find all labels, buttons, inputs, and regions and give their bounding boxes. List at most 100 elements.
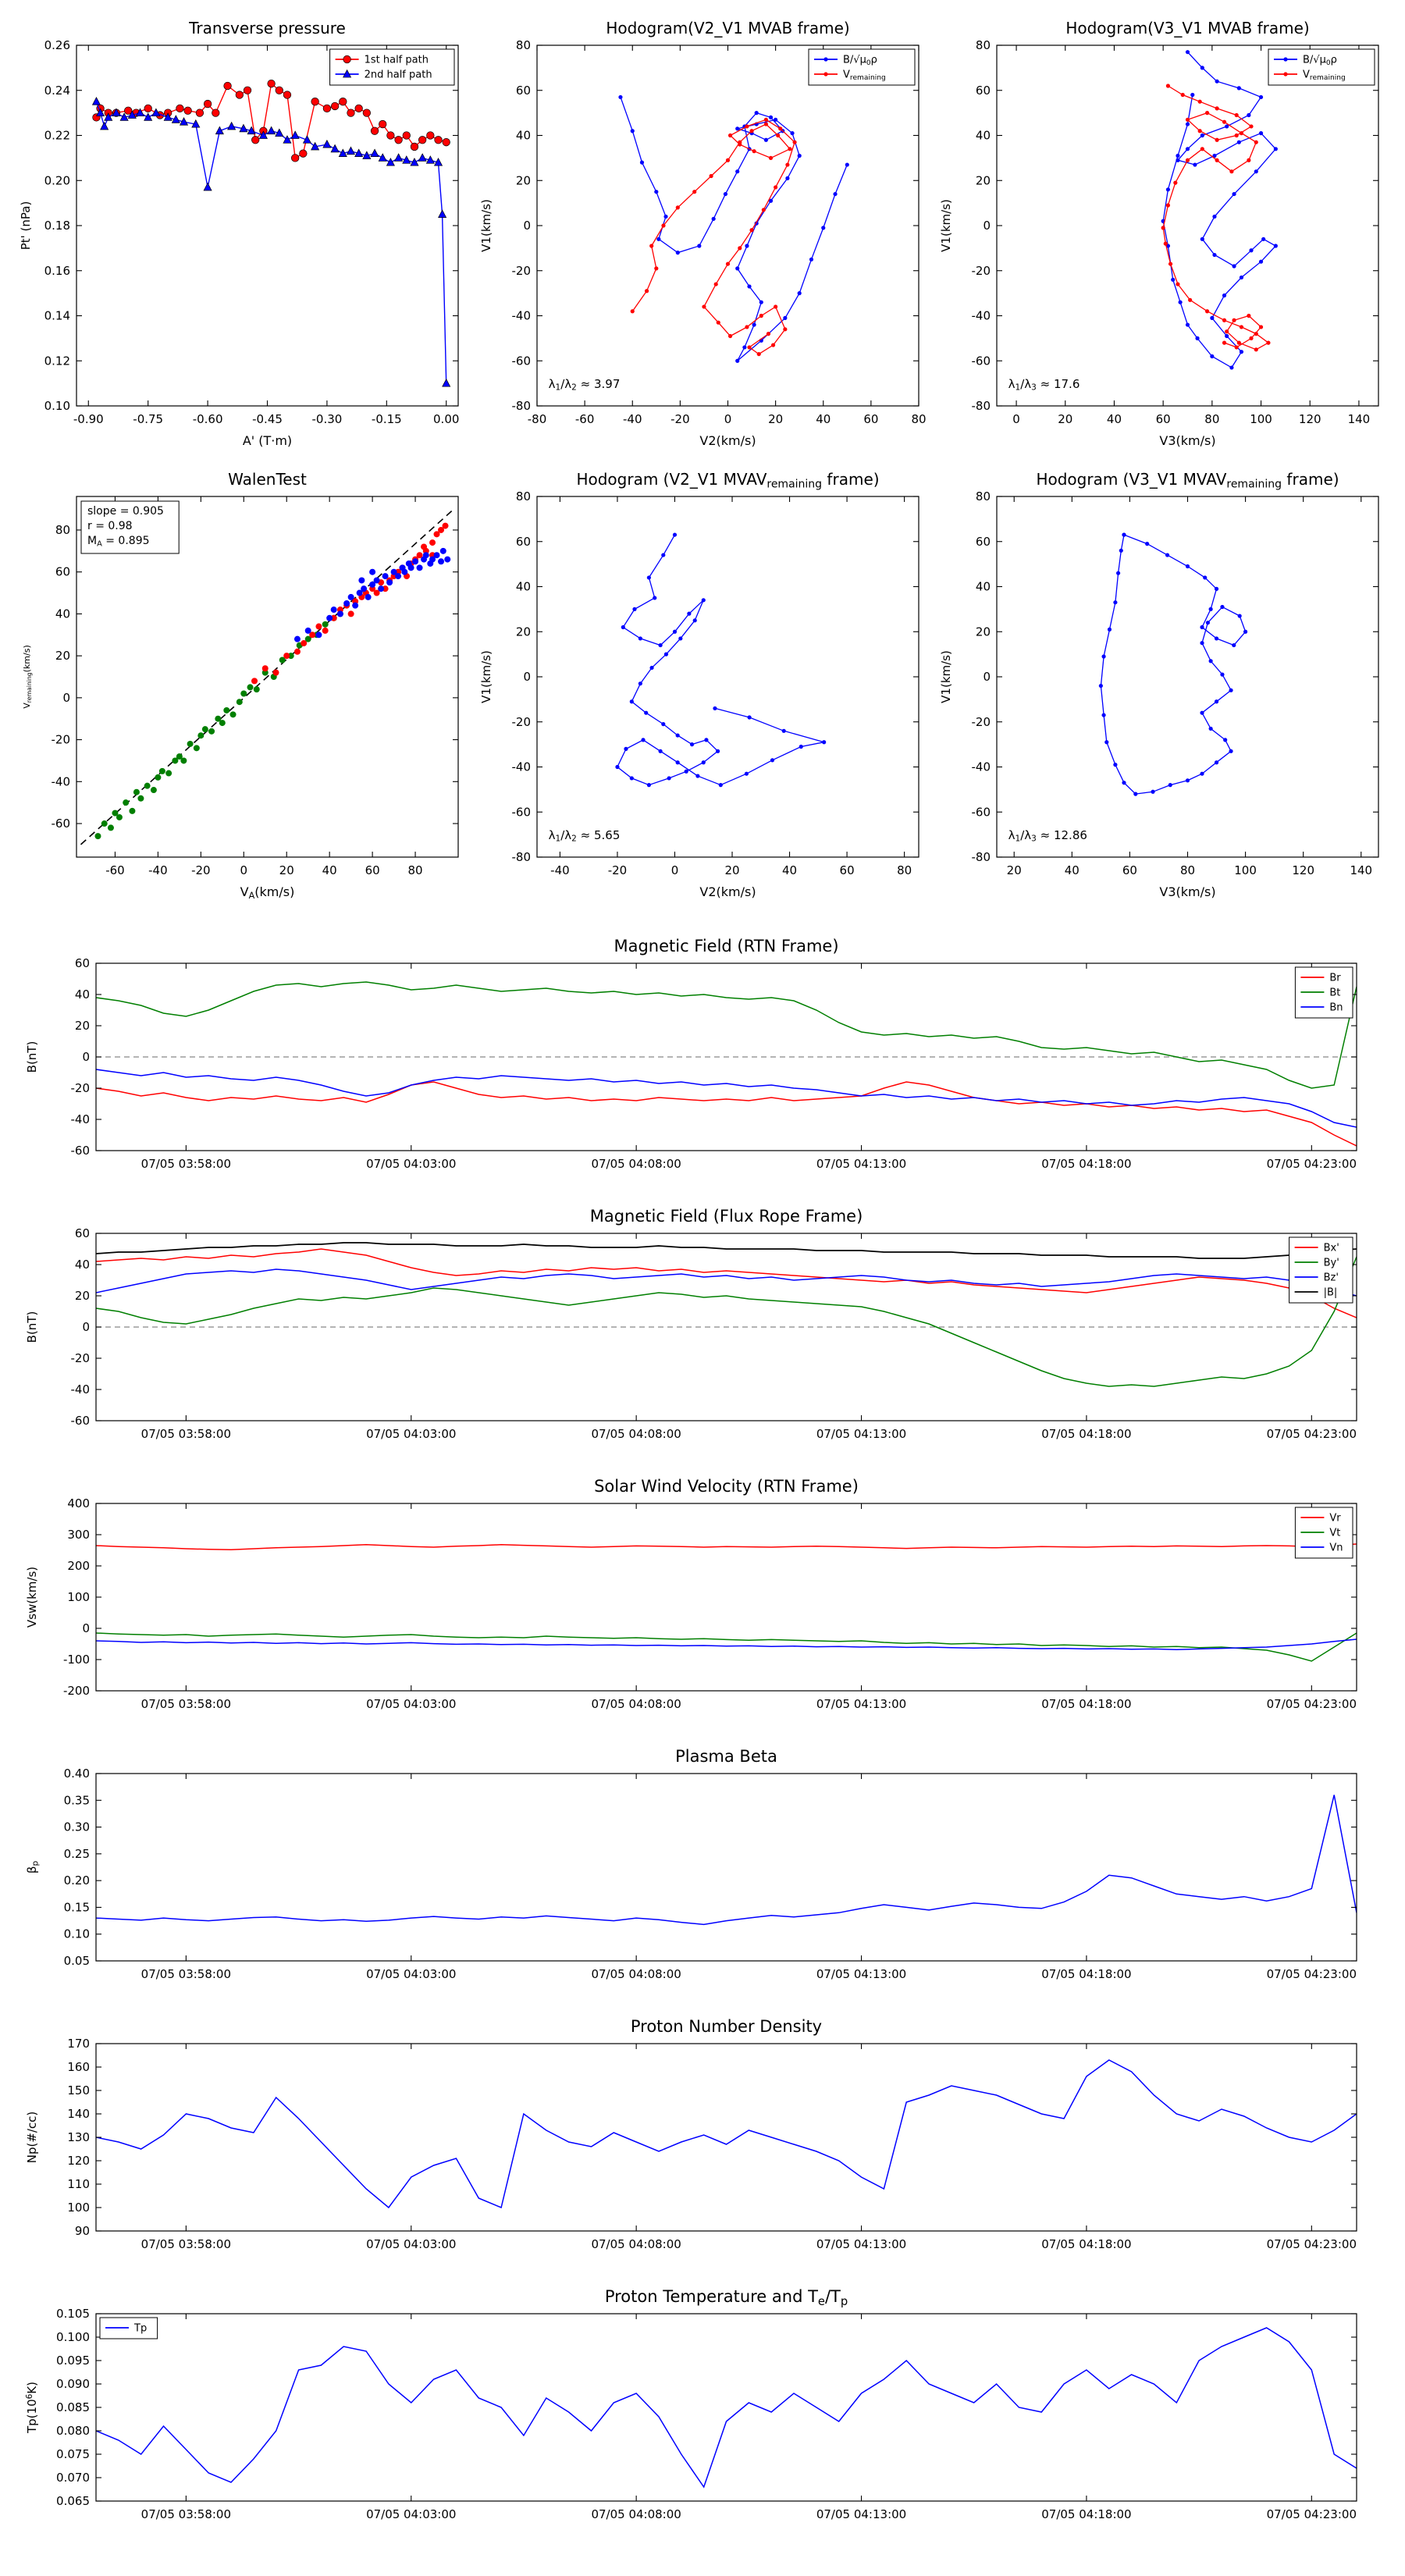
svg-text:Pt' (nPa): Pt' (nPa) <box>19 201 33 251</box>
svg-text:Bz': Bz' <box>1324 1272 1339 1284</box>
svg-text:0.15: 0.15 <box>64 1900 90 1914</box>
svg-text:-20: -20 <box>972 715 991 729</box>
dot-marker <box>1185 122 1190 126</box>
dot-marker <box>1247 313 1251 318</box>
dot-marker <box>763 117 768 122</box>
dot-marker <box>253 686 260 693</box>
svg-text:0.16: 0.16 <box>44 264 70 278</box>
svg-text:0.20: 0.20 <box>64 1873 90 1888</box>
svg-text:-80: -80 <box>511 850 531 864</box>
dot-marker <box>631 607 637 611</box>
dot-marker <box>422 552 429 559</box>
triangle-marker <box>171 115 180 123</box>
dot-marker <box>1168 262 1173 266</box>
dot-marker <box>1200 133 1204 138</box>
dot-marker <box>1200 147 1204 151</box>
dot-marker <box>1185 147 1190 151</box>
dot-marker <box>1176 282 1180 286</box>
dot-marker <box>304 627 311 634</box>
dot-marker <box>1185 50 1190 55</box>
svg-text:20: 20 <box>75 1289 90 1303</box>
svg-text:07/05 04:18:00: 07/05 04:18:00 <box>1041 1427 1131 1441</box>
svg-text:Hodogram (V2_V1 MVAVremaining: Hodogram (V2_V1 MVAVremaining frame) <box>576 470 879 491</box>
dot-marker <box>689 742 694 747</box>
dot-marker <box>322 621 329 628</box>
triangle-marker <box>283 135 292 144</box>
dot-marker <box>1107 627 1112 632</box>
dot-marker <box>382 573 389 580</box>
dot-marker <box>1247 158 1251 162</box>
dot-marker <box>1258 259 1264 264</box>
dot-marker <box>439 547 446 554</box>
dot-marker <box>667 776 671 781</box>
analysis-plots-grid: -0.90 -0.75 -0.60 -0.45 -0.30 -0.15 0.00 0.10 0.… <box>14 9 1391 907</box>
axes-frame <box>95 1503 1357 1692</box>
svg-text:-60: -60 <box>574 412 594 426</box>
svg-text:60: 60 <box>976 535 991 549</box>
dot-marker <box>158 767 165 774</box>
dot-marker <box>1236 86 1241 91</box>
svg-text:Bn: Bn <box>1329 1002 1343 1014</box>
svg-text:VA(km/s): VA(km/s) <box>240 884 295 901</box>
svg-text:20: 20 <box>75 1019 90 1033</box>
svg-text:80: 80 <box>55 523 70 537</box>
svg-text:slope = 0.905: slope = 0.905 <box>87 505 164 518</box>
dot-marker <box>692 190 696 194</box>
dot-marker <box>1229 365 1234 370</box>
svg-text:-40: -40 <box>972 309 991 323</box>
dot-marker <box>361 585 368 592</box>
circle-marker <box>426 131 435 140</box>
dot-marker <box>735 126 739 131</box>
dot-marker <box>773 185 777 190</box>
triangle-marker <box>247 126 256 135</box>
dot-marker <box>129 807 136 814</box>
transverse-pressure-svg: -0.90 -0.75 -0.60 -0.45 -0.30 -0.15 0.00 0.10 0.… <box>19 19 459 448</box>
dot-marker <box>1208 607 1213 611</box>
dot-marker <box>1232 191 1236 197</box>
svg-text:40: 40 <box>976 580 991 594</box>
svg-text:0: 0 <box>523 670 531 684</box>
dot-marker <box>416 552 423 559</box>
triangle-marker <box>144 112 153 121</box>
svg-text:07/05 03:58:00: 07/05 03:58:00 <box>141 1157 231 1171</box>
dot-marker <box>773 304 777 309</box>
circle-marker <box>235 91 244 99</box>
dot-marker <box>791 140 797 144</box>
svg-text:07/05 04:18:00: 07/05 04:18:00 <box>1041 1967 1131 1981</box>
svg-text:20: 20 <box>976 624 991 639</box>
dot-marker <box>797 291 802 296</box>
svg-text:0.075: 0.075 <box>56 2447 90 2461</box>
dot-marker <box>1165 84 1171 88</box>
svg-text:07/05 03:58:00: 07/05 03:58:00 <box>141 1967 231 1981</box>
dot-marker <box>1215 106 1219 111</box>
svg-text:Bt: Bt <box>1329 987 1340 999</box>
time-series-stack: 07/05 03:58:00 07/05 04:03:00 07/05 04:08:… <box>14 927 1391 2545</box>
svg-text:0.095: 0.095 <box>56 2354 90 2368</box>
dot-marker <box>1247 112 1251 118</box>
circle-marker <box>223 81 232 91</box>
dot-marker <box>737 142 742 147</box>
svg-text:07/05 04:18:00: 07/05 04:18:00 <box>1041 1697 1131 1711</box>
dot-marker <box>1185 564 1190 569</box>
dot-marker <box>433 531 440 538</box>
dot-marker <box>715 749 720 753</box>
triangle-marker <box>378 153 387 162</box>
svg-text:40: 40 <box>55 607 70 621</box>
dot-marker <box>1212 214 1217 219</box>
dot-marker <box>1205 621 1211 625</box>
dot-marker <box>155 774 162 781</box>
dot-marker <box>247 684 254 691</box>
hodogram-v3v1-mvav-svg: 20 40 60 80 100 120 140 -80 -60 -40 -20 0 20 40 60 80 Ho… <box>939 470 1379 899</box>
svg-text:80: 80 <box>976 489 991 503</box>
triangle-marker <box>163 112 173 121</box>
dot-marker <box>752 149 756 154</box>
svg-text:40: 40 <box>75 1258 90 1272</box>
dot-marker <box>382 585 389 592</box>
legend-box <box>1268 48 1375 86</box>
dot-marker <box>208 728 215 735</box>
dot-marker <box>1283 72 1288 76</box>
svg-text:Tp(106K): Tp(106K) <box>25 2382 39 2434</box>
svg-text:-0.75: -0.75 <box>133 412 163 426</box>
svg-text:Magnetic Field (RTN Frame): Magnetic Field (RTN Frame) <box>614 937 838 955</box>
dot-marker <box>718 783 723 788</box>
